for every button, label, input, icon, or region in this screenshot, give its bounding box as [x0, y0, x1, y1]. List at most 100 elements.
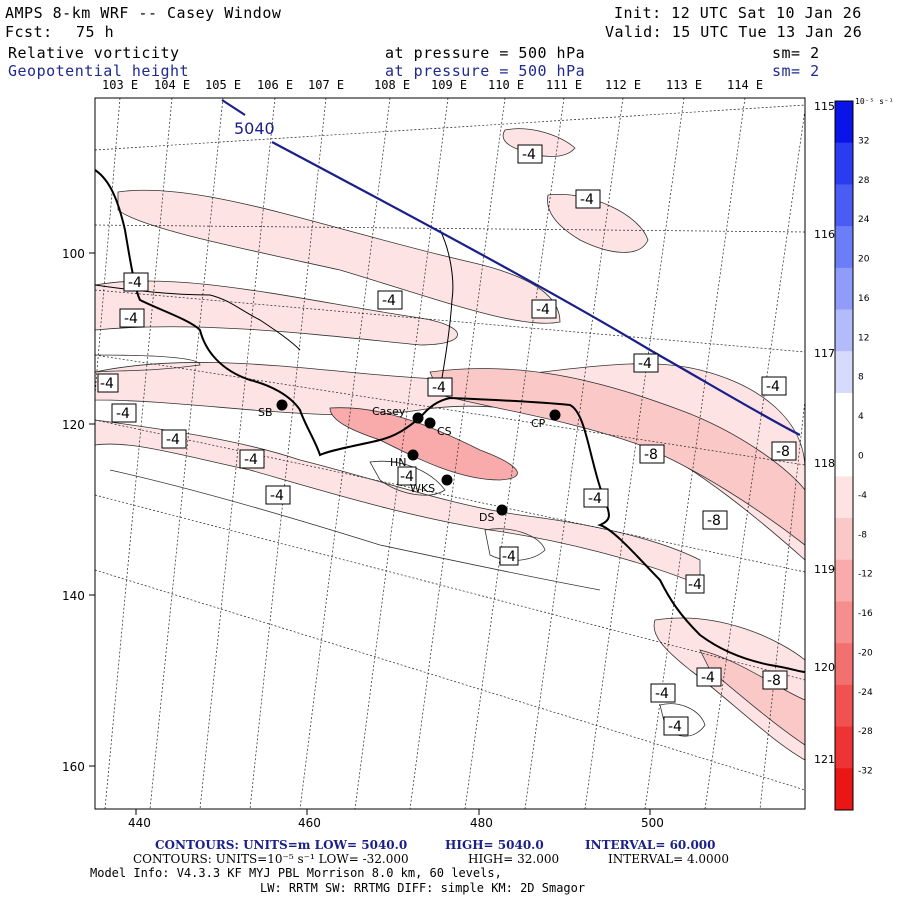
vorticity-contour-labels: -4 -4 -4 -4 -4 -4 -4 -4 -4 -4 -4 -4 -4 -…	[97, 144, 797, 736]
height-contour-interval: INTERVAL= 60.000	[585, 838, 716, 852]
contour-label: -4	[400, 469, 414, 485]
colorbar-label: 32	[858, 136, 869, 146]
y-tick-label: 140	[62, 589, 85, 603]
lon-label: 113 E	[666, 78, 703, 92]
station-dot-cp	[549, 409, 561, 421]
contour-label: -8	[767, 673, 781, 689]
contour-label: -4	[382, 293, 396, 309]
colorbar-label: 24	[858, 215, 870, 225]
contour-label: -4	[270, 488, 284, 504]
contour-label: -4	[655, 686, 669, 702]
lon-label: 106 E	[257, 78, 294, 92]
field1-level: at pressure = 500 hPa	[385, 44, 586, 62]
contour-label: -4	[701, 670, 715, 686]
height-contour-units: CONTOURS: UNITS=m LOW= 5040.0	[155, 838, 408, 852]
colorbar-swatch	[835, 643, 853, 686]
station-markers	[276, 399, 561, 516]
station-dot-hn	[407, 449, 419, 461]
colorbar-swatch	[835, 684, 853, 728]
colorbar-swatch	[835, 184, 853, 227]
colorbar-swatch	[835, 267, 853, 311]
vorticity-contour-high: HIGH= 32.000	[468, 852, 560, 866]
station-dot-ds	[496, 504, 508, 516]
colorbar-label: 0	[858, 452, 864, 462]
lon-label: 107 E	[308, 78, 345, 92]
colorbar-swatch	[835, 226, 853, 269]
latlon-grid	[95, 98, 805, 809]
height-contour-label: 5040	[234, 119, 275, 138]
colorbar-label: 4	[858, 412, 864, 422]
contour-label: -4	[580, 192, 594, 208]
colorbar-swatch	[835, 392, 853, 436]
colorbar-label: -8	[858, 530, 867, 540]
contour-label: -4	[766, 379, 780, 395]
contour-label: -4	[116, 406, 130, 422]
height-contour-5040	[271, 141, 801, 436]
forecast-label: Fcst:	[5, 23, 53, 41]
x-tick-label: 440	[128, 816, 151, 830]
colorbar-swatch	[835, 142, 853, 185]
colorbar-swatch	[835, 101, 853, 144]
colorbar-swatch	[835, 434, 853, 477]
station-label-cp: CP	[531, 417, 546, 430]
contour-label: -4	[638, 356, 652, 372]
colorbar-label: -20	[858, 648, 873, 658]
forecast-hour: 75 h	[76, 23, 115, 41]
colorbar-label: -16	[858, 609, 873, 619]
colorbar-label: -4	[858, 491, 867, 501]
contour-label: -4	[166, 432, 180, 448]
contour-label: -4	[128, 275, 142, 291]
station-label-ds: DS	[479, 511, 494, 524]
contour-label: -8	[644, 447, 658, 463]
y-tick-label: 160	[62, 760, 85, 774]
station-label-sb: SB	[258, 406, 273, 419]
colorbar-label: 16	[858, 294, 870, 304]
lon-label: 110 E	[488, 78, 525, 92]
lon-label: 114 E	[727, 78, 764, 92]
station-label-casey: Casey	[372, 405, 406, 418]
y-tick-label: 120	[62, 418, 85, 432]
valid-time: Valid: 15 UTC Tue 13 Jan 26	[605, 23, 863, 41]
contour-label: -8	[707, 513, 721, 529]
colorbar-swatch	[835, 351, 853, 394]
contour-label: -4	[522, 147, 536, 163]
model-physics: LW: RRTM SW: RRTMG DIFF: simple KM: 2D S…	[260, 881, 586, 895]
station-label-hn: HN	[390, 456, 407, 469]
station-dot-cs	[424, 417, 436, 429]
colorbar: 32 28 24 20 16 12 8 4 0 -4 -8 -12 -16 -20 -24 -28 -32	[834, 100, 873, 811]
colorbar-label: 28	[858, 176, 870, 186]
lon-label: 108 E	[374, 78, 411, 92]
colorbar-label: 12	[858, 333, 869, 343]
contour-label: -4	[432, 380, 446, 396]
lon-label: 111 E	[546, 78, 583, 92]
x-tick-label: 460	[298, 816, 321, 830]
station-dot-casey	[412, 412, 424, 424]
y-tick-label: 100	[62, 247, 85, 261]
contour-label: -4	[100, 376, 114, 392]
field1-name: Relative vorticity	[8, 44, 180, 62]
colorbar-swatch	[835, 559, 853, 602]
colorbar-unit: 10⁻⁵ s⁻¹	[855, 97, 894, 106]
contour-label: -4	[688, 577, 702, 593]
map-title: AMPS 8-km WRF -- Casey Window	[5, 4, 282, 22]
init-time: Init: 12 UTC Sat 10 Jan 26	[614, 4, 862, 22]
station-dot-sb	[276, 399, 288, 411]
lon-label: 109 E	[431, 78, 468, 92]
colorbar-swatch	[835, 476, 853, 519]
vorticity-contour-interval: INTERVAL= 4.0000	[608, 852, 729, 866]
vorticity-contour-units: CONTOURS: UNITS=10⁻⁵ s⁻¹ LOW= -32.000	[133, 852, 409, 866]
lon-label: 103 E	[102, 78, 139, 92]
contour-label: -4	[502, 549, 516, 565]
colorbar-label: 20	[858, 255, 870, 265]
contour-label: -8	[776, 444, 790, 460]
lon-label: 112 E	[605, 78, 642, 92]
colorbar-swatch	[835, 768, 853, 811]
contour-label: -4	[124, 311, 138, 327]
field2-smoothing: sm= 2	[772, 62, 820, 80]
height-contour-high: HIGH= 5040.0	[445, 838, 544, 852]
colorbar-swatch	[835, 601, 853, 644]
field1-smoothing: sm= 2	[772, 44, 820, 62]
colorbar-label: 8	[858, 373, 864, 383]
colorbar-label: -12	[858, 570, 873, 580]
